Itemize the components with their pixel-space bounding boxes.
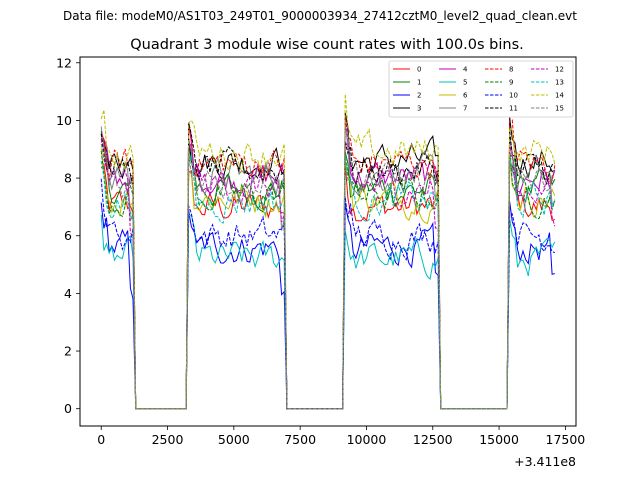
y-tick-label: 8 [64, 171, 72, 186]
legend-label-5: 5 [463, 79, 467, 87]
y-axis: 0 2 4 6 8 10 12 [56, 55, 80, 416]
legend-label-4: 4 [463, 66, 468, 74]
legend-label-9: 9 [509, 79, 513, 87]
series-layer [100, 94, 556, 410]
x-tick-label: 5000 [218, 432, 250, 447]
x-tick-label: 0 [97, 432, 105, 447]
legend-label-3: 3 [417, 105, 421, 113]
legend-label-13: 13 [555, 79, 564, 87]
x-tick-label: 10000 [347, 432, 387, 447]
x-axis: 0 2500 5000 7500 10000 12500 15000 17500 [97, 426, 585, 447]
x-tick-label: 17500 [546, 432, 586, 447]
x-tick-label: 15000 [479, 432, 519, 447]
y-tick-label: 2 [64, 344, 72, 359]
chart-title: Quadrant 3 module wise count rates with … [130, 37, 524, 53]
legend-label-12: 12 [555, 66, 564, 74]
legend-label-2: 2 [417, 92, 421, 100]
legend-label-1: 1 [417, 79, 421, 87]
x-offset-label: +3.411e8 [514, 454, 576, 469]
legend-label-8: 8 [509, 66, 513, 74]
legend-label-10: 10 [509, 92, 518, 100]
series-line-15 [100, 128, 556, 410]
suptitle: Data file: modeM0/AS1T03_249T01_90000039… [63, 9, 577, 23]
y-tick-label: 0 [64, 401, 72, 416]
legend-label-15: 15 [555, 105, 564, 113]
y-tick-label: 4 [64, 286, 72, 301]
legend-label-14: 14 [555, 92, 564, 100]
plot-area [79, 56, 577, 427]
legend-label-7: 7 [463, 105, 467, 113]
x-tick-label: 7500 [284, 432, 316, 447]
y-tick-label: 12 [56, 55, 72, 70]
x-tick-label: 12500 [413, 432, 453, 447]
legend-label-0: 0 [417, 66, 421, 74]
legend-label-6: 6 [463, 92, 468, 100]
axes-frame [79, 56, 577, 427]
legend-box [388, 60, 574, 118]
y-tick-label: 10 [56, 113, 72, 128]
legend-label-11: 11 [509, 105, 518, 113]
y-tick-label: 6 [64, 228, 72, 243]
x-tick-label: 2500 [152, 432, 184, 447]
